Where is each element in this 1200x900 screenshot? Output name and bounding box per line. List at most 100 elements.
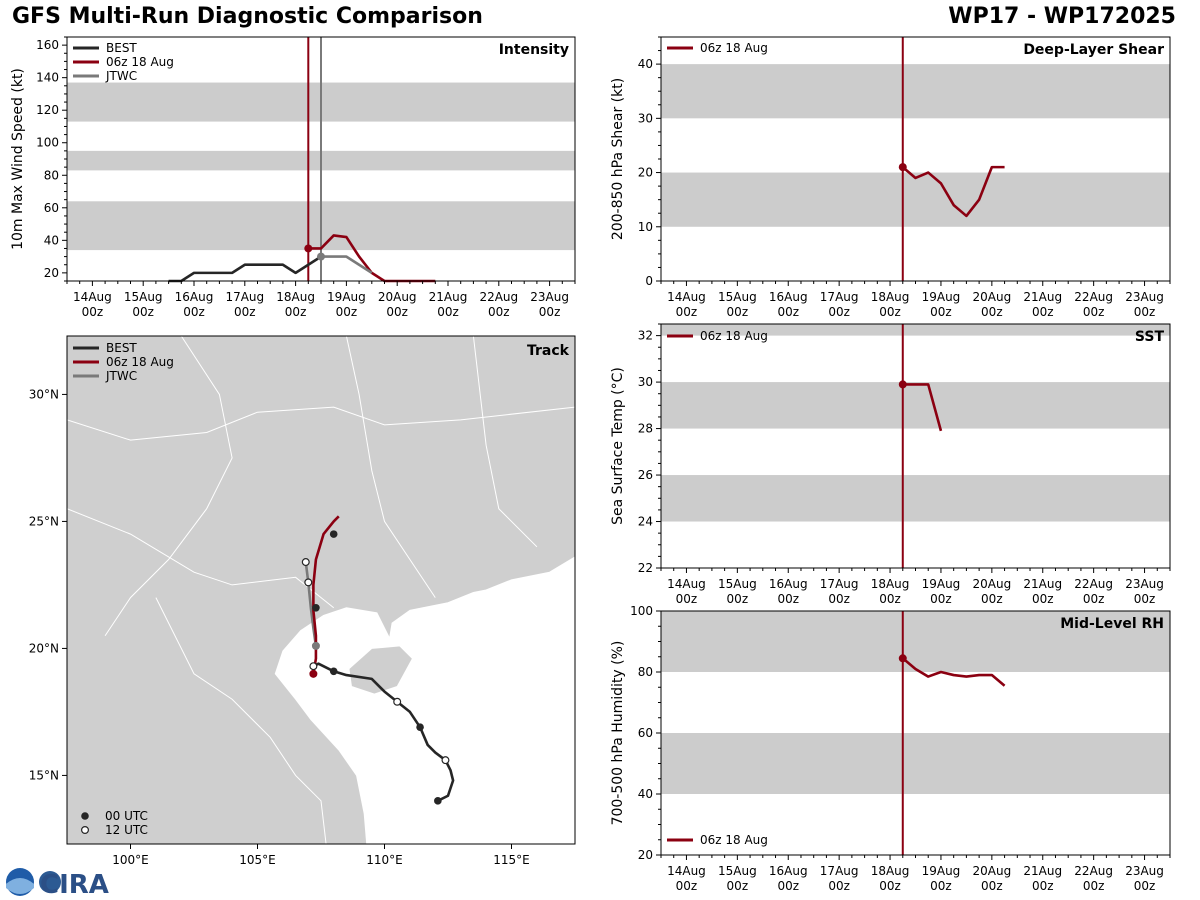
best-track-00utc-point — [329, 530, 338, 538]
intensity-x-tick-label: 22Aug — [479, 290, 518, 304]
shear-x-tick-label-hour: 00z — [727, 305, 749, 319]
rh-x-tick-label-hour: 00z — [676, 879, 698, 893]
sst-x-tick-label: 23Aug — [1125, 577, 1164, 591]
sst-x-tick-label: 16Aug — [769, 577, 808, 591]
intensity-x-tick-label-hour: 00z — [539, 305, 561, 319]
intensity-x-tick-label: 20Aug — [378, 290, 417, 304]
sst-y-tick-label: 28 — [638, 422, 653, 436]
jtwc-track-line — [304, 561, 318, 647]
map-mainland — [67, 336, 575, 844]
shear-x-tick-label: 16Aug — [769, 290, 808, 304]
best-track-12utc-point — [304, 578, 313, 587]
shear-x-tick-label-hour: 00z — [676, 305, 698, 319]
intensity-x-tick-label-hour: 00z — [234, 305, 256, 319]
map-boundary-line — [345, 336, 436, 598]
track-y-tick-label: 30°N — [29, 387, 59, 401]
track-frame — [66, 335, 576, 845]
intensity-y-tick-label: 20 — [44, 266, 59, 280]
intensity-x-tick-label-hour: 00z — [183, 305, 205, 319]
sst-y-tick-label: 26 — [638, 468, 653, 482]
intensity-series-jtwc — [321, 255, 373, 274]
shear-y-tick-label: 20 — [638, 166, 653, 180]
rh-band — [661, 733, 1170, 794]
shear-x-tick-label-hour: 00z — [1032, 305, 1054, 319]
sst-y-tick-label: 32 — [638, 329, 653, 343]
rh-panel: 14Aug00z15Aug00z16Aug00z17Aug00z18Aug00z… — [610, 604, 1171, 893]
intensity-y-tick-label: 140 — [36, 71, 59, 85]
best-track-12utc-point — [441, 756, 450, 765]
rh-x-tick-label: 15Aug — [718, 864, 757, 878]
intensity-x-tick-label-hour: 00z — [386, 305, 408, 319]
intensity-x-tick-label-hour: 00z — [82, 305, 104, 319]
sst-x-tick-label-hour: 00z — [828, 592, 850, 606]
intensity-series-jtwc-start-point — [317, 252, 325, 261]
shear-x-tick-label: 17Aug — [820, 290, 859, 304]
shear-y-axis-label: 200-850 hPa Shear (kt) — [610, 78, 626, 240]
shear-x-tick-label-hour: 00z — [930, 305, 952, 319]
rh-x-tick-label-hour: 00z — [1083, 879, 1105, 893]
sst-x-tick-label-hour: 00z — [981, 592, 1003, 606]
sst-y-tick-label: 22 — [638, 561, 653, 575]
page-title: GFS Multi-Run Diagnostic Comparison — [12, 4, 483, 29]
rh-series-gfs — [901, 657, 1006, 687]
shear-x-tick-label: 18Aug — [871, 290, 910, 304]
track-x-tick-label: 115°E — [493, 853, 530, 867]
rh-x-tick-label: 22Aug — [1074, 864, 1113, 878]
shear-x-tick-label-hour: 00z — [981, 305, 1003, 319]
track-legend-00utc-label: 00 UTC — [105, 809, 148, 823]
sst-x-tick-label-hour: 00z — [1083, 592, 1105, 606]
track-legend-jtwc-label: JTWC — [105, 369, 137, 383]
intensity-x-tick-label: 19Aug — [327, 290, 366, 304]
sst-x-tick-label: 18Aug — [871, 577, 910, 591]
sst-x-tick-label-hour: 00z — [676, 592, 698, 606]
intensity-x-tick-label-hour: 00z — [488, 305, 510, 319]
sst-x-tick-label-hour: 00z — [727, 592, 749, 606]
shear-y-tick-label: 40 — [638, 57, 653, 71]
shear-series-gfs — [901, 165, 1005, 218]
rh-x-tick-label: 18Aug — [871, 864, 910, 878]
sst-x-tick-label: 21Aug — [1023, 577, 1062, 591]
rh-x-tick-label: 20Aug — [972, 864, 1011, 878]
rh-x-tick-label-hour: 00z — [727, 879, 749, 893]
intensity-legend-gfs-label: 06z 18 Aug — [106, 55, 174, 69]
sst-x-tick-label-hour: 00z — [930, 592, 952, 606]
shear-x-tick-label: 21Aug — [1023, 290, 1062, 304]
rh-x-tick-label-hour: 00z — [828, 879, 850, 893]
storm-id: WP17 - WP172025 — [948, 4, 1176, 29]
shear-x-tick-label-hour: 00z — [777, 305, 799, 319]
sst-band — [661, 324, 1170, 336]
intensity-x-tick-label: 15Aug — [124, 290, 163, 304]
best-track-00utc-point — [434, 797, 442, 805]
rh-y-tick-label: 40 — [638, 787, 653, 801]
map-boundary-line — [67, 406, 575, 441]
intensity-y-tick-label: 80 — [44, 168, 59, 182]
shear-x-tick-label: 23Aug — [1125, 290, 1164, 304]
sst-y-axis-label: Sea Surface Temp (°C) — [610, 367, 626, 525]
sst-x-tick-label-hour: 00z — [1134, 592, 1156, 606]
map-boundary-line — [104, 336, 233, 636]
sst-x-tick-label: 22Aug — [1074, 577, 1113, 591]
intensity-panel: 14Aug00z15Aug00z16Aug00z17Aug00z18Aug00z… — [10, 36, 576, 319]
map-land-group — [67, 336, 575, 844]
shear-y-tick-label: 30 — [638, 111, 653, 125]
shear-x-tick-label: 14Aug — [667, 290, 706, 304]
track-panel-title: Track — [527, 343, 570, 359]
shear-y-tick-label: 0 — [645, 274, 653, 288]
intensity-legend-best-label: BEST — [106, 41, 137, 55]
best-track-12utc-point — [393, 697, 402, 706]
track-legend-best-label: BEST — [106, 341, 137, 355]
intensity-x-tick-label: 17Aug — [225, 290, 264, 304]
cira-globe-icon — [39, 871, 61, 893]
jtwc-track-point — [311, 641, 320, 650]
intensity-x-tick-label: 16Aug — [175, 290, 214, 304]
rh-x-tick-label-hour: 00z — [981, 879, 1003, 893]
rh-y-tick-label: 100 — [630, 604, 653, 618]
shear-x-tick-label: 20Aug — [972, 290, 1011, 304]
track-x-tick-label: 100°E — [112, 853, 149, 867]
gfs-track-point — [309, 669, 318, 678]
sst-x-tick-label: 17Aug — [820, 577, 859, 591]
intensity-legend-jtwc-label: JTWC — [105, 69, 137, 83]
map-boundary-line — [472, 336, 538, 548]
sst-series-gfs-start-point — [898, 380, 907, 389]
